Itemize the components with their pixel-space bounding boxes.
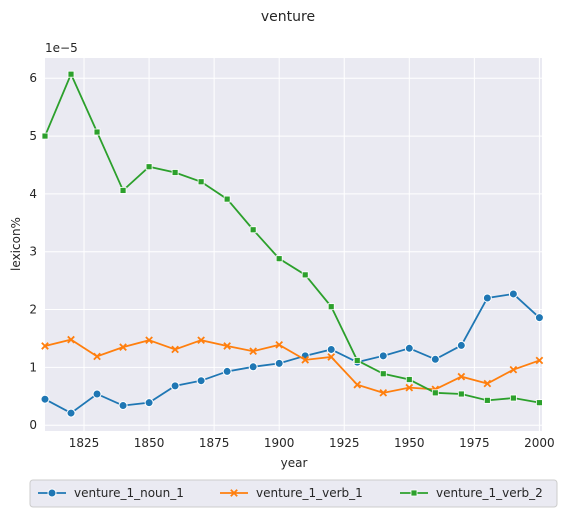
data-point <box>405 376 413 383</box>
legend-entry: venture_1_verb_1 <box>220 486 363 500</box>
legend-label: venture_1_noun_1 <box>74 486 184 500</box>
legend-label: venture_1_verb_2 <box>436 486 543 500</box>
x-tick-label: 2000 <box>524 436 555 450</box>
data-point <box>430 354 440 364</box>
data-point <box>431 389 439 397</box>
legend: venture_1_noun_1 venture_1_verb_1 venture_… <box>29 479 558 508</box>
data-point <box>379 370 387 378</box>
data-point <box>456 340 466 350</box>
y-scale-label: 1e−5 <box>45 41 78 55</box>
data-point <box>223 342 231 350</box>
y-axis-ticks: 0 1 2 3 4 5 6 <box>29 71 37 432</box>
data-point <box>301 356 310 364</box>
y-tick-label: 0 <box>29 418 37 432</box>
x-tick-label: 1875 <box>199 436 230 450</box>
y-tick-label: 1 <box>29 360 37 374</box>
data-point <box>248 362 258 372</box>
legend-label: venture_1_verb_1 <box>256 486 363 500</box>
x-tick-label: 1900 <box>264 436 295 450</box>
data-point <box>66 408 76 418</box>
data-point <box>119 187 127 194</box>
series-venture_1_verb_2 <box>41 70 543 407</box>
data-point <box>93 128 101 136</box>
legend-frame <box>29 479 558 508</box>
data-point <box>171 169 179 176</box>
data-point <box>508 289 518 299</box>
data-point <box>144 398 154 408</box>
data-point <box>145 163 153 171</box>
x-tick-label: 1850 <box>134 436 165 450</box>
x-axis-label: year <box>281 456 308 470</box>
data-point <box>457 372 466 381</box>
data-point <box>483 396 491 404</box>
data-point <box>249 226 257 234</box>
y-tick-label: 3 <box>29 245 37 259</box>
data-point <box>534 313 544 323</box>
x-axis-ticks: 1825 1850 1875 1900 1925 1950 1975 2000 <box>69 436 555 450</box>
legend-entry: venture_1_noun_1 <box>38 486 184 500</box>
data-point <box>145 336 153 345</box>
x-tick-label: 1825 <box>69 436 100 450</box>
data-point <box>40 394 50 404</box>
series-line <box>44 338 540 394</box>
data-point <box>404 343 414 353</box>
data-point <box>93 352 101 361</box>
data-point <box>275 255 283 263</box>
legend-marker <box>410 489 418 497</box>
y-tick-label: 2 <box>29 303 37 317</box>
data-point <box>509 365 518 374</box>
data-point <box>378 351 388 361</box>
data-point <box>196 376 206 386</box>
data-point <box>41 342 49 350</box>
data-point <box>353 380 362 389</box>
data-point <box>274 358 284 368</box>
series-venture_1_noun_1 <box>40 289 544 418</box>
grid <box>45 58 542 431</box>
legend-marker <box>47 488 57 498</box>
data-point <box>327 303 335 311</box>
data-point <box>170 381 180 391</box>
data-point <box>379 388 388 397</box>
x-tick-label: 1950 <box>394 436 425 450</box>
data-point <box>171 345 179 354</box>
chart-title: venture <box>261 9 315 25</box>
data-point <box>92 389 102 399</box>
series-venture_1_verb_1 <box>41 335 544 397</box>
x-tick-label: 1925 <box>329 436 360 450</box>
data-point <box>509 394 517 402</box>
series-group <box>40 70 544 418</box>
data-point <box>67 70 75 78</box>
data-point <box>118 401 128 411</box>
data-point <box>249 347 258 356</box>
y-axis-label: lexicon% <box>9 217 23 271</box>
data-point <box>535 356 544 365</box>
data-point <box>535 399 543 407</box>
data-point <box>353 357 361 364</box>
data-point <box>222 366 232 376</box>
data-point <box>41 132 49 140</box>
legend-marker <box>230 489 238 497</box>
data-point <box>483 379 492 388</box>
y-tick-label: 6 <box>29 71 37 85</box>
data-point <box>67 335 75 344</box>
plot-area <box>45 58 542 431</box>
data-point <box>326 344 336 354</box>
series-line <box>44 71 540 404</box>
data-point <box>119 343 127 351</box>
data-point <box>482 293 492 303</box>
data-point <box>275 340 284 349</box>
data-point <box>197 336 205 345</box>
data-point <box>197 178 205 186</box>
legend-entry: venture_1_verb_2 <box>400 486 543 500</box>
data-point <box>223 195 231 203</box>
data-point <box>301 271 309 279</box>
y-tick-label: 4 <box>29 187 37 201</box>
data-point <box>405 383 414 392</box>
data-point <box>457 390 465 398</box>
data-point <box>327 353 336 361</box>
y-tick-label: 5 <box>29 129 37 143</box>
x-tick-label: 1975 <box>459 436 490 450</box>
